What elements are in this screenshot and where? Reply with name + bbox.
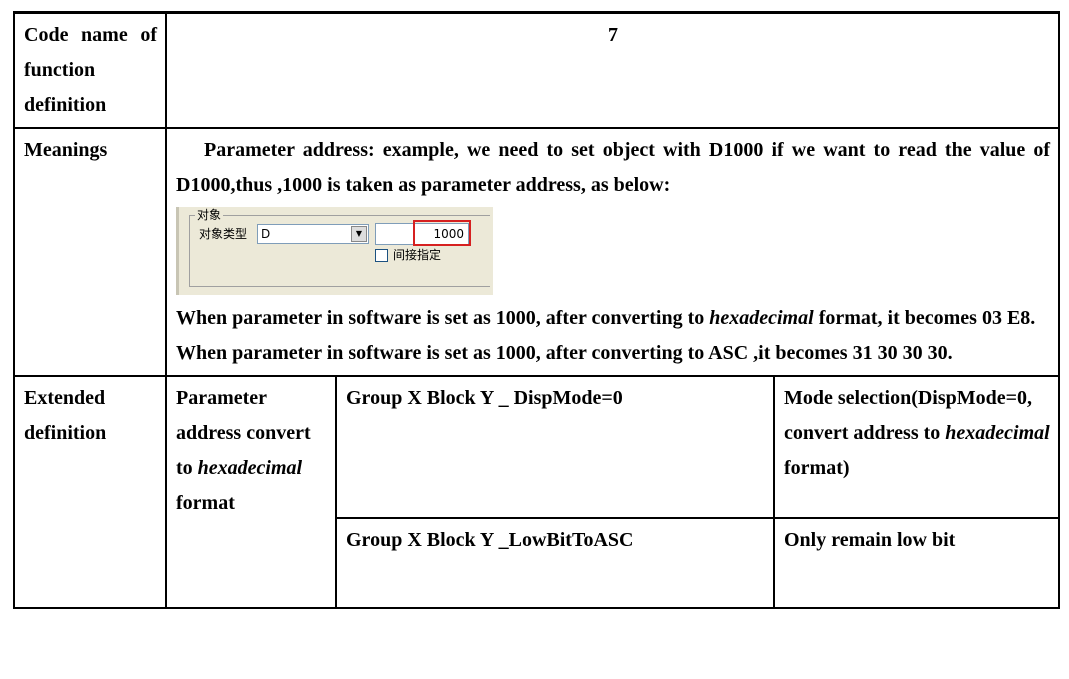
entry-name: Group X Block Y _ DispMode=0 <box>335 375 775 519</box>
text: When parameter in software is set as 100… <box>176 342 953 364</box>
paragraph: When parameter in software is set as 100… <box>176 336 1050 371</box>
combo-box: D ▼ <box>257 224 369 244</box>
ui-screenshot: 对象 对象类型 D ▼ 1000 间接指定 <box>176 207 493 295</box>
group-title: 对象 <box>195 208 224 222</box>
text: When parameter in software is set as 100… <box>176 307 710 329</box>
text: Only remain low bit <box>784 529 956 551</box>
entry-description: Mode selection(DispMode=0, convert addre… <box>772 375 1061 519</box>
row-header: Code name of function definition <box>13 11 167 129</box>
row: Group X Block Y _LowBitToASC Only remain… <box>14 517 1061 609</box>
field-label: 对象类型 <box>199 227 248 241</box>
combo-value: D <box>261 227 271 241</box>
text: Parameter address: example, we need to s… <box>176 139 1051 196</box>
address-value: 1000 <box>433 227 464 241</box>
text: format) <box>784 457 850 479</box>
text: format, it becomes 03 E8. <box>813 307 1036 329</box>
group-box <box>189 215 490 287</box>
row-header: Meanings <box>13 127 167 377</box>
row-header: Extended definition <box>13 375 167 609</box>
italic-text: hexadecimal <box>709 307 814 329</box>
checkbox-label: 间接指定 <box>393 248 442 262</box>
entry-description: Only remain low bit <box>772 517 1061 609</box>
code-value: 7 <box>164 11 1061 129</box>
address-input: 1000 <box>375 223 469 245</box>
text: Mode selection(DispMode=0, convert addre… <box>784 387 1033 444</box>
italic-text: hexadecimal <box>197 457 303 479</box>
paragraph: Parameter address: example, we need to s… <box>176 133 1050 203</box>
entry-name: Group X Block Y _LowBitToASC <box>335 517 775 609</box>
dropdown-arrow: ▼ <box>351 226 367 242</box>
italic-text: hexadecimal <box>945 422 1050 444</box>
definition-table: Code name of function definition 7 Meani… <box>13 11 1061 609</box>
highlight-box <box>413 220 471 246</box>
row: Meanings Parameter address: example, we … <box>13 127 1061 377</box>
text: Parameter address convert to <box>176 387 311 479</box>
checkbox <box>375 249 388 262</box>
item-cell: Parameter address convert to hexadecimal… <box>165 375 337 609</box>
paragraph: When parameter in software is set as 100… <box>176 301 1050 336</box>
row: Extended definition Parameter address co… <box>13 375 1061 609</box>
meanings-cell: Parameter address: example, we need to s… <box>164 127 1061 377</box>
row: Code name of function definition 7 <box>13 11 1061 129</box>
text: format <box>176 492 235 514</box>
